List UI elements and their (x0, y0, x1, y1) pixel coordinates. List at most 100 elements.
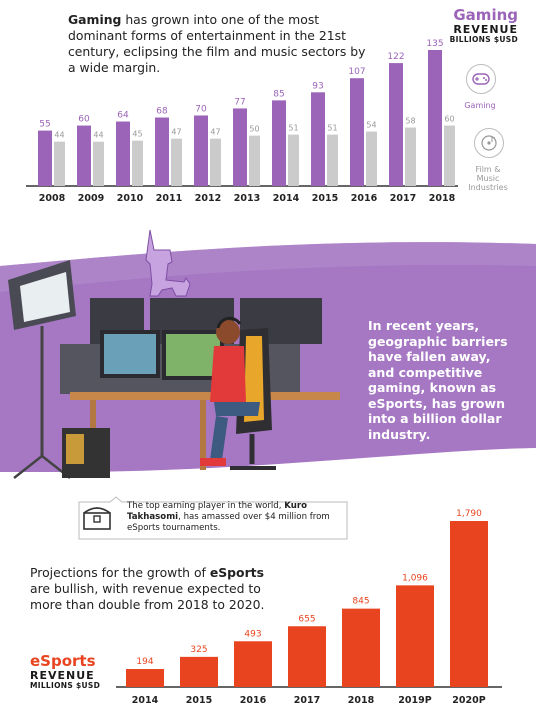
bar-film-label: 47 (171, 128, 181, 137)
x-tick-label: 2018 (429, 193, 456, 204)
bar-esports (396, 585, 434, 687)
bar-gaming-label: 77 (234, 97, 245, 107)
bar-esports-label: 194 (136, 657, 153, 667)
bar-gaming (389, 63, 403, 186)
bar-film-label: 60 (444, 115, 454, 124)
bar-gaming-label: 68 (156, 106, 168, 116)
top-player-post: , has amassed over $4 million from eSpor… (127, 512, 330, 533)
projection-post: are bullish, with revenue expected to mo… (30, 581, 265, 612)
gaming-intro-bold: Gaming (68, 12, 122, 27)
bar-film-label: 51 (288, 124, 298, 133)
bar-esports-label: 655 (298, 614, 315, 624)
bar-gaming (428, 50, 442, 186)
gamer-person-icon (200, 316, 260, 466)
x-tick-label: 2008 (39, 193, 66, 204)
top-player-name: Kuro Takhasomi (127, 501, 307, 522)
esports-title-word: eSports (30, 652, 96, 670)
bar-gaming-label: 64 (117, 111, 129, 121)
top-player-text: The top earning player in the world, Kur… (127, 501, 342, 534)
bar-film-label: 44 (54, 131, 64, 140)
x-tick-label: 2018 (348, 695, 375, 706)
bar-film (444, 125, 455, 186)
x-tick-label: 2019P (398, 695, 431, 706)
bar-film (249, 135, 260, 186)
bar-esports (180, 656, 218, 687)
bar-film (327, 134, 338, 186)
esports-title-unit: MILLIONS $USD (30, 681, 101, 690)
bar-gaming-label: 85 (273, 89, 284, 99)
bar-gaming-label: 107 (348, 67, 365, 77)
bar-film (405, 127, 416, 186)
x-tick-label: 2016 (240, 695, 267, 706)
bar-film (210, 138, 221, 186)
callout-box (78, 496, 348, 540)
bar-film (366, 131, 377, 186)
legend-film (474, 128, 504, 158)
bar-film-label: 50 (249, 125, 259, 134)
x-tick-label: 2015 (186, 695, 212, 706)
bar-gaming (77, 125, 91, 186)
gaming-intro-text: Gaming has grown into one of the most do… (68, 12, 368, 76)
bar-esports-label: 1,096 (402, 573, 428, 583)
bar-gaming (194, 115, 208, 186)
bar-esports (342, 608, 380, 687)
gamepad-icon (466, 64, 496, 94)
esports-title-revenue: REVENUE (30, 669, 95, 682)
gaming-intro-rest: has grown into one of the most dominant … (68, 12, 366, 75)
x-tick-label: 2012 (195, 193, 221, 204)
bar-gaming-label: 55 (39, 120, 50, 130)
bar-gaming (155, 117, 169, 186)
esports-chart-title: eSports REVENUE MILLIONS $USD (30, 652, 100, 690)
x-tick-label: 2020P (452, 695, 485, 706)
bar-esports-label: 325 (190, 645, 207, 655)
x-tick-label: 2011 (156, 193, 182, 204)
top-player-pre: The top earning player in the world, (127, 501, 285, 511)
projection-text: Projections for the growth of eSports ar… (30, 565, 275, 613)
bar-gaming (272, 100, 286, 186)
esports-growth-text: In recent years, geographic barriers hav… (368, 318, 508, 442)
gaming-title-unit: BILLIONS $USD (449, 35, 518, 44)
bar-gaming-label: 122 (387, 52, 404, 62)
bar-film (288, 134, 299, 186)
x-tick-label: 2013 (234, 193, 260, 204)
gamer-scene-illustration (8, 229, 340, 479)
bar-gaming-label: 135 (426, 39, 443, 49)
bar-gaming-label: 60 (78, 115, 90, 125)
bar-esports-label: 1,790 (456, 509, 482, 519)
bar-gaming-label: 70 (195, 104, 207, 114)
x-tick-label: 2014 (273, 193, 300, 204)
gaming-title-word: Gaming (453, 6, 518, 24)
gaming-title-revenue: REVENUE (453, 23, 518, 36)
bar-film (93, 141, 104, 186)
bar-esports (126, 669, 164, 687)
gaming-revenue-chart: 5544200860442009644520106847201170472012… (26, 39, 458, 204)
bar-esports-label: 845 (352, 597, 369, 607)
bar-esports (450, 521, 488, 687)
x-tick-label: 2009 (78, 193, 104, 204)
projection-bold: eSports (209, 565, 264, 580)
bar-gaming (350, 78, 364, 186)
legend-gaming (466, 64, 496, 94)
bar-film-label: 54 (366, 121, 376, 130)
x-tick-label: 2016 (351, 193, 378, 204)
legend-film-label: Film & Music Industries (468, 165, 508, 192)
treasure-chest-icon (82, 503, 112, 535)
bar-film-label: 51 (327, 124, 337, 133)
legend-gaming-label: Gaming (464, 101, 496, 110)
gaming-chart-title: Gaming REVENUE BILLIONS $USD (450, 6, 518, 44)
bar-film-label: 44 (93, 131, 103, 140)
bar-film-label: 47 (210, 128, 220, 137)
x-tick-label: 2017 (294, 695, 320, 706)
bar-gaming-label: 93 (312, 81, 323, 91)
bar-film-label: 58 (405, 117, 415, 126)
studio-light-icon (8, 260, 76, 479)
monitor-icon (100, 330, 224, 380)
bar-gaming (116, 121, 130, 186)
bar-film (54, 141, 65, 186)
bar-gaming (311, 92, 325, 186)
x-tick-label: 2014 (132, 695, 159, 706)
bar-esports (288, 626, 326, 687)
bar-gaming (233, 108, 247, 186)
bar-esports-label: 493 (244, 629, 261, 639)
bar-film-label: 45 (132, 130, 142, 139)
